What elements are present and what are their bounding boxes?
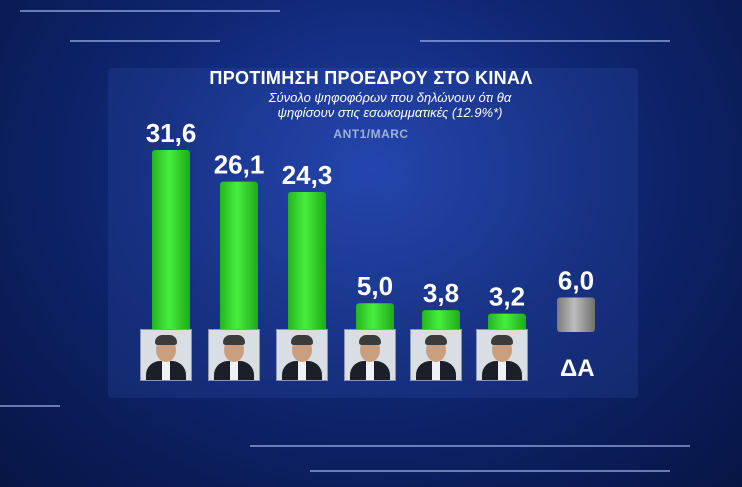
candidate-photo-3 — [276, 329, 328, 381]
decor-line — [0, 405, 60, 407]
candidate-photo-1 — [140, 329, 192, 381]
value-label-6: 3,2 — [489, 282, 525, 312]
decor-line — [420, 40, 670, 42]
bar-2 — [220, 181, 258, 332]
value-label-7: 6,0 — [558, 265, 594, 295]
candidate-photo-4 — [344, 329, 396, 381]
value-label-2: 26,1 — [214, 150, 265, 180]
value-label-3: 24,3 — [282, 160, 333, 190]
chart-source: ANT1/MARC — [333, 127, 409, 141]
candidate-photo-5 — [410, 329, 462, 381]
bar-5 — [422, 310, 460, 332]
bar-4 — [356, 303, 394, 332]
value-label-4: 5,0 — [357, 271, 393, 301]
bar-6 — [488, 313, 526, 332]
decor-line — [70, 40, 220, 42]
bar-7 — [557, 297, 595, 332]
chart-subtitle: Σύνολο ψηφοφόρων που δηλώνουν ότι θα ψηφ… — [268, 90, 512, 120]
decor-line — [310, 470, 670, 472]
candidate-photo-2 — [208, 329, 260, 381]
value-label-5: 3,8 — [423, 278, 459, 308]
chart-title: ΠΡΟΤΙΜΗΣΗ ΠΡΟΕΔΡΟΥ ΣΤΟ ΚΙΝΑΛ — [209, 68, 533, 88]
decor-line — [250, 445, 690, 447]
da-label: ΔΑ — [560, 355, 595, 382]
candidate-photo-6 — [476, 329, 528, 381]
value-label-1: 31,6 — [146, 118, 197, 148]
bar-1 — [152, 150, 190, 332]
decor-line — [20, 10, 280, 12]
bar-3 — [288, 192, 326, 332]
